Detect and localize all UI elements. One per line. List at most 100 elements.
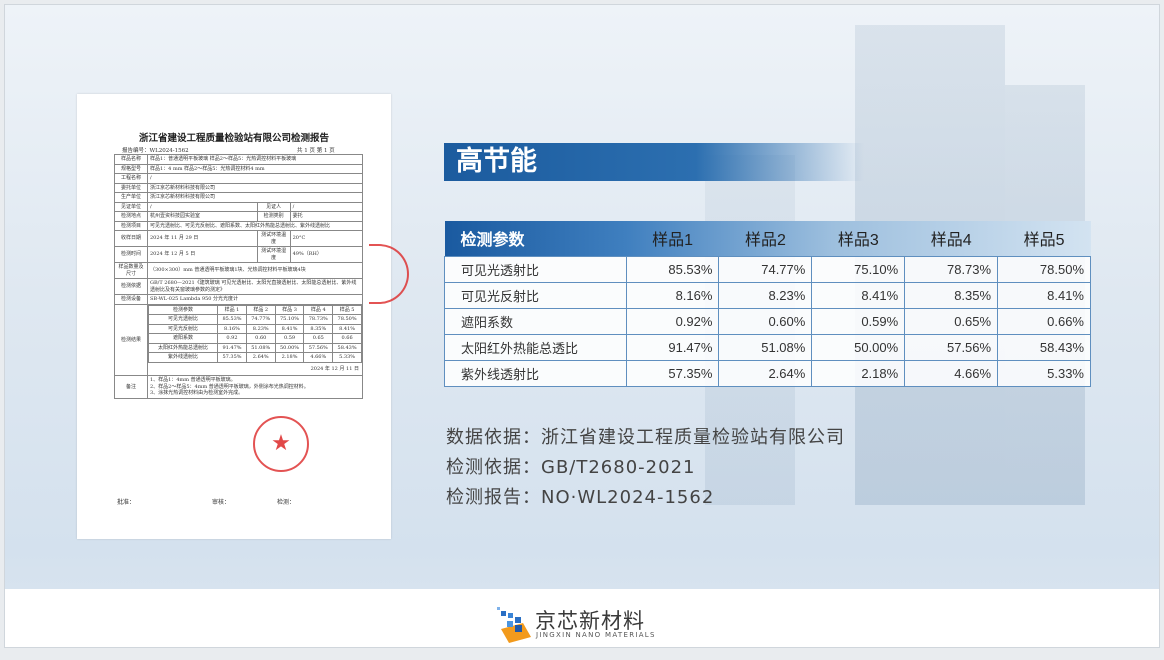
parameter-name: 太阳红外热能总透比: [444, 333, 627, 361]
value-cell: 8.16%: [625, 281, 720, 309]
value-cell: 8.41%: [811, 281, 906, 309]
label: 生产单位: [114, 192, 148, 203]
table-row: 太阳红外热能总透比 91.47% 51.08% 50.00% 57.56% 58.43%: [444, 333, 1091, 361]
table-row: 可见光反射比 8.16% 8.23% 8.41% 8.35% 8.41%: [444, 281, 1091, 309]
label: 检测项目: [114, 220, 148, 231]
report-table: 样品名称 样品1：普通透明平板玻璃 样品2～样品5：光热调控材料平板玻璃 规格型号样…: [114, 154, 364, 399]
result-date: 2024 年 12 月 11 日: [310, 365, 359, 372]
value-cell: 85.53%: [625, 255, 720, 283]
result-cell: 74.77%: [245, 314, 276, 325]
value: GB/T 2680—2021《建筑玻璃 可见光透射比、太阳光直接透射比、太阳能总…: [147, 278, 363, 295]
result-cell: 8.41%: [332, 323, 362, 334]
result-row: 可见光透射比 85.53% 74.77% 75.10% 78.73% 78.50%: [147, 314, 362, 325]
value-cell: 51.08%: [718, 333, 813, 361]
value: /: [147, 173, 363, 184]
value: 2024 年 12 月 5 日: [147, 246, 258, 263]
report-pages: 共 1 页 第 1 页: [297, 148, 335, 154]
column-header: 检测参数: [460, 232, 525, 250]
result-cell: 57.35%: [217, 352, 247, 363]
result-cell: 8.35%: [303, 323, 334, 334]
note-line: 3、涂抹光热调控材料由为检测室外完成。: [150, 390, 244, 396]
value-cell: 50.00%: [811, 333, 906, 361]
performance-table: 检测参数 样品1 样品2 样品3 样品4 样品5 可见光透射比 85.53% 74.77% 75…: [444, 221, 1091, 387]
result-cell: 紫外线透射比: [147, 352, 219, 363]
result-cell: 可见光反射比: [147, 323, 219, 334]
label: 见证人: [256, 201, 291, 212]
label: 样品名称: [114, 154, 148, 165]
value: 杭州壹资科技园实验室: [147, 211, 258, 222]
result-cell: 51.08%: [245, 342, 276, 353]
result-cell: 5.33%: [332, 352, 362, 363]
value-cell: 2.64%: [718, 359, 813, 387]
label: 收样日期: [114, 230, 148, 247]
value: /: [147, 201, 258, 212]
value: 可见光透射比、可见光反射比、遮阳系数、太阳红外热能总透射比、紫外线透射比: [147, 220, 363, 231]
section-title: 高节能: [444, 143, 864, 181]
value: 委托: [289, 211, 364, 222]
value-cell: 75.10%: [811, 255, 906, 283]
column-header: 样品3: [837, 232, 879, 250]
value: （300×300）mm 普通透明平板玻璃1块、光热调控材料平板玻璃4块: [147, 262, 363, 279]
value-cell: 8.35%: [904, 281, 999, 309]
label: 规格型号: [114, 163, 148, 174]
result-cell: 57.56%: [303, 342, 334, 353]
label: 检测依据: [114, 278, 148, 295]
value: 20°C: [289, 230, 364, 247]
note-line: 2、样品2～样品5：4mm 普通透明平板玻璃，外侧涂布光热调控材料。: [150, 383, 309, 390]
result-row: 可见光反射比 8.16% 8.23% 8.41% 8.35% 8.41%: [147, 323, 362, 334]
test-standard: 检测依据：GB/T2680-2021: [446, 457, 696, 478]
value-cell: 57.35%: [625, 359, 720, 387]
value-cell: 0.60%: [718, 307, 813, 335]
value-cell: 0.65%: [904, 307, 999, 335]
label: 委托单位: [114, 182, 148, 193]
value-cell: 58.43%: [997, 333, 1091, 361]
table-row: 可见光透射比 85.53% 74.77% 75.10% 78.73% 78.50%: [444, 255, 1091, 283]
column-header: 样品4: [930, 232, 972, 250]
value-cell: 0.92%: [625, 307, 720, 335]
result-cell: 4.66%: [303, 352, 334, 363]
label: 检测结果: [114, 303, 148, 376]
value-cell: 8.41%: [997, 281, 1091, 309]
value-cell: 8.23%: [718, 281, 813, 309]
result-header: 样品 4: [303, 304, 334, 315]
seal-stamp-icon: ★: [253, 416, 309, 472]
result-header: 检测参数: [147, 304, 219, 315]
label: 检测地点: [114, 211, 148, 222]
label: 见证单位: [114, 201, 148, 212]
value-cell: 74.77%: [718, 255, 813, 283]
result-cell: 8.41%: [274, 323, 305, 334]
value-cell: 0.66%: [997, 307, 1091, 335]
logo-mark-icon: [497, 607, 531, 643]
parameter-name: 可见光反射比: [444, 281, 627, 309]
result-cell: 太阳红外热能总透射比: [147, 342, 219, 353]
result-cell: 85.53%: [217, 314, 247, 325]
result-header-row: 检测参数 样品 1 样品 2 样品 3 样品 4 样品 5: [147, 304, 362, 315]
value-cell: 5.33%: [997, 359, 1091, 387]
result-cell: 遮阳系数: [147, 333, 219, 344]
parameter-name: 紫外线透射比: [444, 359, 627, 387]
report-row: 工程名称 /: [114, 173, 363, 184]
value: 样品1：普通透明平板玻璃 样品2～样品5：光热调控材料平板玻璃: [147, 154, 363, 165]
column-header: 样品2: [744, 232, 786, 250]
parameter-name: 可见光透射比: [444, 255, 627, 283]
value-cell: 91.47%: [625, 333, 720, 361]
result-header: 样品 5: [332, 304, 362, 315]
table-row: 紫外线透射比 57.35% 2.64% 2.18% 4.66% 5.33%: [444, 359, 1091, 387]
result-cell: 8.23%: [245, 323, 276, 334]
parameter-name: 遮阳系数: [444, 307, 627, 335]
report-row: 生产单位 浙江京芯新材料科技有限公司: [114, 192, 363, 203]
result-cell: 50.00%: [274, 342, 305, 353]
result-cell: 0.59: [274, 333, 305, 344]
logo-name: 京芯新材料: [535, 609, 645, 633]
value-cell: 2.18%: [811, 359, 906, 387]
report-result-table: 检测参数 样品 1 样品 2 样品 3 样品 4 样品 5 可见光透射比 85.53% 74.7…: [147, 304, 362, 363]
report-title: 浙江省建设工程质量检验站有限公司检测报告: [138, 133, 329, 144]
test-report-document: 浙江省建设工程质量检验站有限公司检测报告 报告编号：WL2024-1562 共 …: [77, 94, 409, 539]
result-cell: 8.16%: [217, 323, 247, 334]
label: 检测时间: [114, 246, 148, 263]
seal-stamp-icon: [369, 244, 409, 304]
report-number: 报告编号：WL2024-1562: [122, 148, 189, 154]
result-cell: 0.60: [245, 333, 276, 344]
label: 样品数量及尺寸: [114, 262, 148, 279]
report-number: 检测报告：NO·WL2024-1562: [446, 487, 715, 508]
